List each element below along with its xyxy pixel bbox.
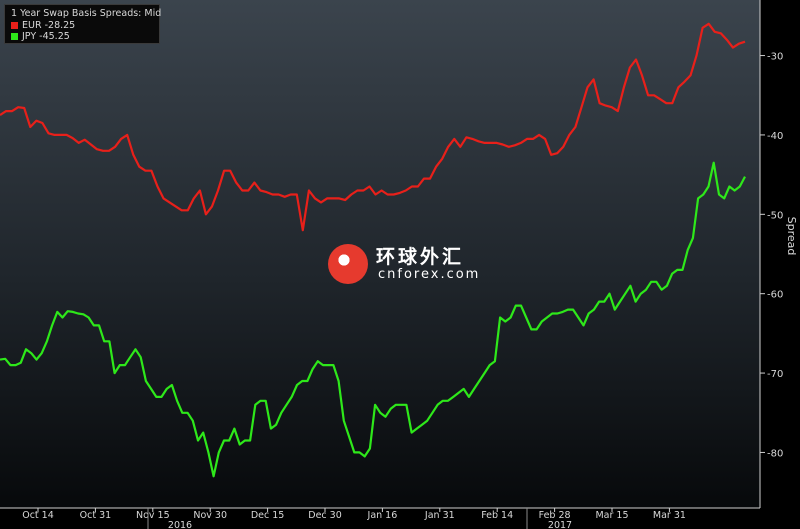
chart-title: 1 Year Swap Basis Spreads: Mid — [11, 8, 162, 19]
watermark-en: cnforex.com — [378, 267, 481, 282]
legend-item-jpy: JPY -45.25 — [11, 31, 70, 42]
watermark: 环球外汇 cnforex.com — [328, 242, 478, 290]
legend-swatch-jpy — [11, 33, 18, 40]
legend-item-eur: EUR -28.25 — [11, 20, 75, 31]
x-tick-label: Mar 31 — [653, 510, 686, 521]
y-tick-label: -70 — [767, 369, 783, 380]
x-tick-label: Mar 15 — [595, 510, 628, 521]
legend-swatch-eur — [11, 22, 18, 29]
x-axis: Oct 14 Oct 31 Nov 15 Nov 30 Dec 15 Dec 30 Jan … — [22, 508, 686, 529]
legend-value-jpy: -45.25 — [39, 31, 70, 42]
series-line-jpy — [0, 161, 746, 478]
x-tick-label: Feb 28 — [539, 510, 571, 521]
watermark-logo-icon — [328, 244, 368, 284]
x-tick-label: Jan 31 — [424, 510, 455, 521]
x-tick-label: Feb 14 — [481, 510, 513, 521]
legend-label-eur: EUR — [22, 20, 42, 31]
x-tick-label: Dec 30 — [308, 510, 342, 521]
y-axis: -30 -40 -50 -60 -70 -80 — [760, 52, 783, 459]
x-tick-label: Nov 30 — [193, 510, 227, 521]
x-year-label: 2017 — [548, 520, 572, 529]
series-layer — [0, 22, 746, 478]
x-tick-label: Jan 16 — [367, 510, 398, 521]
y-tick-label: -60 — [767, 290, 783, 301]
y-tick-label: -80 — [767, 448, 783, 459]
x-tick-label: Oct 31 — [80, 510, 112, 521]
watermark-cn: 环球外汇 — [376, 246, 465, 268]
y-tick-label: -30 — [767, 52, 783, 63]
legend-label-jpy: JPY — [22, 31, 37, 42]
legend: 1 Year Swap Basis Spreads: Mid EUR -28.2… — [4, 4, 162, 44]
plot-area — [0, 0, 760, 508]
series-line-eur — [0, 22, 746, 232]
legend-value-eur: -28.25 — [44, 20, 76, 31]
x-year-label: 2016 — [168, 520, 192, 529]
y-axis-label: Spread — [785, 217, 798, 256]
y-tick-label: -40 — [767, 131, 783, 142]
x-tick-label: Dec 15 — [251, 510, 285, 521]
x-tick-label: Oct 14 — [22, 510, 54, 521]
x-tick-label: Nov 15 — [136, 510, 170, 521]
y-tick-label: -50 — [767, 210, 783, 221]
